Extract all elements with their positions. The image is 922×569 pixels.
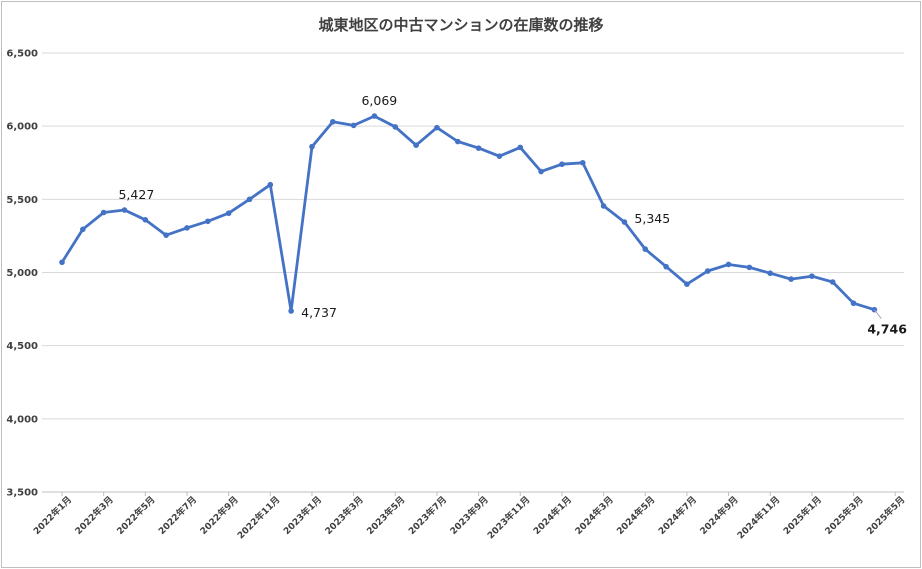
- data-point: [600, 203, 607, 209]
- data-point: [309, 143, 315, 150]
- data-point: [100, 209, 107, 216]
- x-tick-label: 2022年1月: [31, 494, 74, 537]
- data-label: 4,737: [301, 305, 337, 320]
- x-tick-label: 2023年9月: [447, 494, 490, 537]
- data-point: [746, 264, 753, 271]
- data-point: [142, 217, 149, 223]
- data-point: [704, 268, 711, 274]
- data-point: [538, 168, 544, 175]
- data-point: [184, 225, 190, 231]
- data-point: [517, 144, 524, 151]
- data-point: [663, 263, 669, 270]
- y-tick-label: 4,000: [6, 414, 38, 425]
- data-point: [163, 232, 169, 238]
- x-tick-label: 2023年5月: [364, 494, 407, 537]
- x-tick-label: 2022年9月: [197, 494, 240, 537]
- data-point: [434, 124, 440, 131]
- y-tick-label: 6,500: [6, 49, 38, 60]
- x-tick-label: 2022年7月: [156, 494, 199, 537]
- x-tick-label: 2025年1月: [781, 494, 824, 537]
- data-point: [559, 161, 565, 168]
- data-point: [788, 276, 794, 282]
- chart-title: 城東地区の中古マンションの在庫数の推移: [318, 16, 604, 34]
- x-tick-label: 2023年1月: [281, 494, 324, 537]
- data-point: [475, 145, 482, 151]
- data-label: 5,427: [118, 187, 154, 202]
- x-tick-label: 2024年9月: [697, 494, 740, 537]
- data-point: [725, 261, 732, 268]
- data-label: 4,746: [867, 322, 907, 337]
- x-tick-label: 2023年7月: [406, 494, 449, 537]
- data-point: [288, 308, 294, 314]
- data-point: [829, 279, 836, 285]
- x-tick-label: 2022年11月: [235, 494, 283, 542]
- data-point: [225, 210, 232, 217]
- data-point: [246, 196, 253, 203]
- data-label: 6,069: [361, 93, 397, 108]
- x-tick-label: 2022年3月: [72, 494, 115, 537]
- data-point: [413, 142, 419, 148]
- y-tick-label: 4,500: [6, 341, 38, 352]
- x-tick-label: 2023年3月: [322, 494, 365, 537]
- data-point: [454, 138, 461, 145]
- x-tick-label: 2024年3月: [572, 494, 615, 537]
- y-tick-label: 6,000: [6, 122, 38, 133]
- data-point: [392, 124, 399, 130]
- y-tick-label: 5,500: [6, 195, 38, 206]
- data-point: [684, 281, 690, 288]
- data-point: [621, 219, 628, 225]
- x-tick-label: 2025年5月: [864, 494, 907, 537]
- x-tick-label: 2022年5月: [114, 494, 157, 537]
- y-tick-label: 5,000: [6, 268, 38, 279]
- data-point: [121, 207, 128, 213]
- data-point: [80, 226, 86, 233]
- data-point: [350, 122, 357, 129]
- data-point: [59, 259, 65, 266]
- data-point: [850, 300, 857, 307]
- data-point: [642, 246, 649, 252]
- data-point: [579, 159, 586, 166]
- x-tick-label: 2025年3月: [822, 494, 865, 537]
- x-tick-label: 2023年11月: [485, 494, 533, 542]
- series-line: [60, 114, 875, 313]
- x-tick-label: 2024年7月: [656, 494, 699, 537]
- data-point: [371, 113, 378, 119]
- data-point: [496, 153, 503, 159]
- data-point: [809, 273, 815, 279]
- data-label: 5,345: [634, 211, 670, 226]
- data-point: [329, 118, 336, 125]
- data-label-leader: [873, 309, 882, 319]
- x-tick-label: 2024年5月: [614, 494, 657, 537]
- data-point: [205, 218, 211, 225]
- y-tick-label: 3,500: [6, 488, 38, 499]
- data-point: [767, 270, 774, 277]
- x-tick-label: 2024年11月: [735, 494, 783, 542]
- x-tick-label: 2024年1月: [531, 494, 574, 537]
- data-point: [267, 181, 274, 188]
